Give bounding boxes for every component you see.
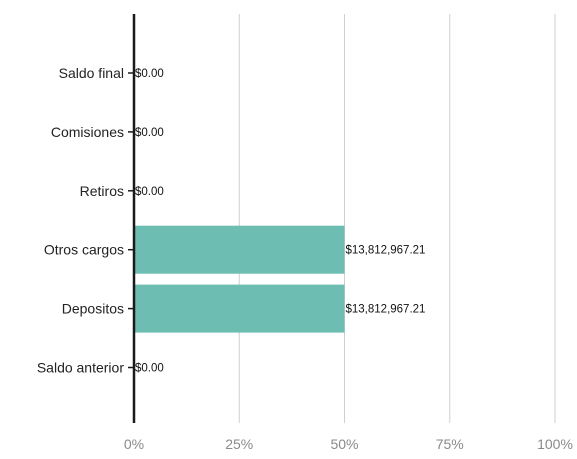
- category-label: Saldo final: [59, 65, 124, 81]
- axes: [128, 14, 136, 423]
- category-label: Otros cargos: [44, 242, 124, 258]
- bars: [134, 225, 345, 333]
- value-label: $0.00: [135, 127, 164, 139]
- x-tick-label: 0%: [124, 436, 144, 452]
- x-tick-label: 25%: [225, 436, 253, 452]
- grid-lines: [238, 14, 556, 423]
- category-label: Saldo anterior: [37, 360, 125, 376]
- x-tick-label: 75%: [436, 436, 464, 452]
- category-label: Depositos: [62, 301, 124, 317]
- value-label: $13,812,967.21: [346, 245, 426, 257]
- bar-otros-cargos: [134, 225, 345, 274]
- category-label: Retiros: [80, 183, 124, 199]
- value-label: $0.00: [135, 68, 164, 80]
- value-label: $13,812,967.21: [346, 304, 426, 316]
- value-label: $0.00: [135, 363, 164, 375]
- bar-depositos: [134, 284, 345, 333]
- category-label: Comisiones: [51, 124, 124, 140]
- labels: 0% 25% 50% 75% 100% Saldo final $0.00 Comisione…: [37, 65, 573, 452]
- x-tick-label: 100%: [537, 436, 573, 452]
- x-tick-label: 50%: [330, 436, 358, 452]
- value-label: $0.00: [135, 186, 164, 198]
